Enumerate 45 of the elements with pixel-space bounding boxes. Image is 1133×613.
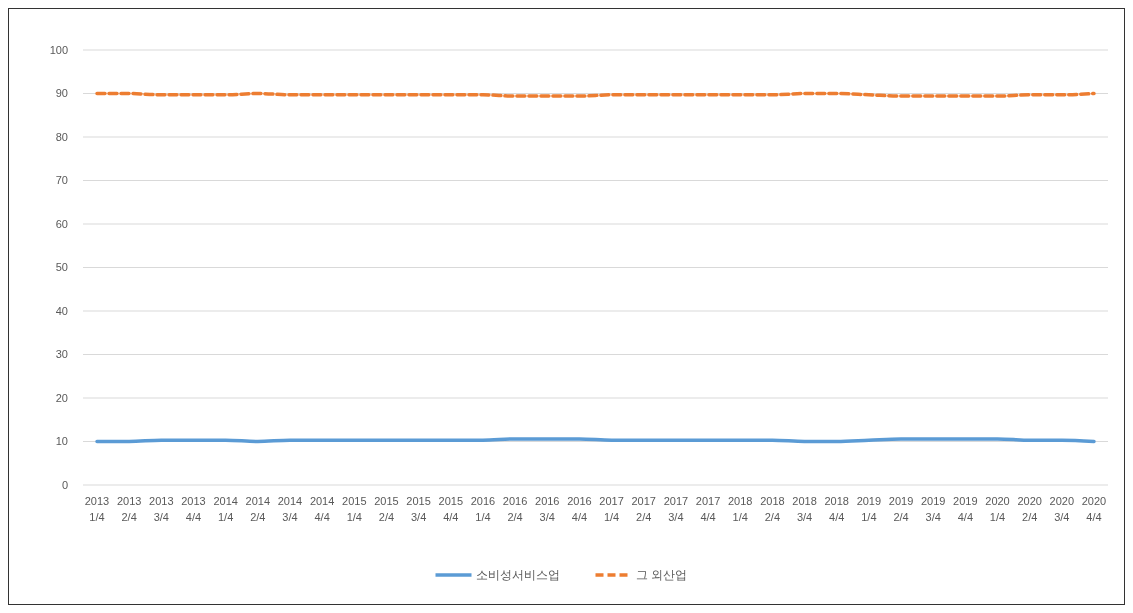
- y-tick-label: 50: [55, 261, 68, 274]
- x-tick-label: 2019 2/4: [888, 495, 914, 523]
- x-tick-label: 2019 3/4: [920, 495, 946, 523]
- x-tick-label: 2014 2/4: [245, 495, 271, 523]
- y-tick-label: 100: [49, 43, 68, 56]
- x-tick-label: 2018 4/4: [824, 495, 849, 523]
- x-tick-label: 2013 3/4: [149, 495, 174, 523]
- x-tick-label: 2017 1/4: [599, 495, 624, 523]
- x-tick-label: 2019 1/4: [856, 495, 882, 523]
- legend-label: 그 외산업: [635, 568, 687, 583]
- x-tick-label: 2018 1/4: [727, 495, 753, 523]
- x-tick-label: 2015 4/4: [438, 495, 464, 523]
- x-tick-label: 2016 2/4: [502, 495, 528, 523]
- x-tick-label: 2015 2/4: [374, 495, 399, 523]
- x-tick-label: 2016 3/4: [535, 495, 560, 523]
- y-tick-label: 80: [55, 130, 68, 143]
- x-tick-label: 2015 3/4: [406, 495, 431, 523]
- y-tick-label: 30: [55, 348, 68, 361]
- x-tick-label: 2020 2/4: [1017, 495, 1042, 523]
- y-tick-label: 60: [55, 217, 68, 230]
- x-tick-label: 2020 4/4: [1081, 495, 1107, 523]
- x-tick-label: 2020 1/4: [985, 495, 1010, 523]
- x-tick-label: 2017 4/4: [695, 495, 721, 523]
- x-tick-label: 2015 1/4: [342, 495, 367, 523]
- x-tick-label: 2018 2/4: [760, 495, 785, 523]
- x-tick-label: 2013 1/4: [84, 495, 110, 523]
- x-tick-label: 2019 4/4: [953, 495, 978, 523]
- x-tick-label: 2016 1/4: [470, 495, 496, 523]
- x-tick-label: 2014 3/4: [277, 495, 303, 523]
- x-tick-label: 2017 2/4: [631, 495, 656, 523]
- x-tick-label: 2018 3/4: [792, 495, 817, 523]
- y-tick-label: 70: [55, 174, 68, 187]
- legend-label: 소비성서비스업: [475, 568, 560, 583]
- x-tick-label: 2017 3/4: [663, 495, 689, 523]
- x-tick-label: 2014 4/4: [309, 495, 335, 523]
- y-tick-label: 40: [55, 304, 68, 317]
- y-tick-label: 20: [55, 391, 68, 404]
- x-tick-label: 2016 4/4: [567, 495, 592, 523]
- x-tick-label: 2014 1/4: [213, 495, 238, 523]
- y-tick-label: 0: [61, 478, 68, 491]
- x-tick-label: 2013 4/4: [181, 495, 206, 523]
- x-tick-label: 2013 2/4: [116, 495, 142, 523]
- y-tick-label: 90: [55, 87, 68, 100]
- y-tick-label: 10: [55, 435, 68, 448]
- x-tick-label: 2020 3/4: [1049, 495, 1075, 523]
